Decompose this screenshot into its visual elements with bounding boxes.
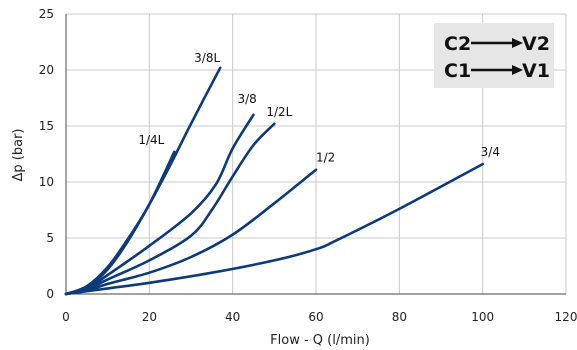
series-label-3-4: 3/4: [481, 145, 500, 159]
x-axis-title: Flow - Q (l/min): [270, 333, 370, 348]
y-tick-label: 0: [46, 287, 54, 301]
legend-row2-to: V1: [522, 60, 550, 82]
series-line-1-2l: [64, 122, 276, 296]
x-tick-label: 20: [142, 310, 157, 324]
series-line-3-4: [64, 162, 484, 296]
x-tick-label: 60: [308, 310, 323, 324]
legend-box: C2 V2 C1 V1: [434, 23, 554, 88]
legend-row1-arrow-icon: [512, 38, 523, 48]
x-tick-label: 0: [62, 310, 70, 324]
legend-row2-arrow-icon: [512, 65, 523, 75]
y-tick-label: 20: [39, 63, 54, 77]
legend-row1-to: V2: [522, 33, 550, 55]
x-tick-label: 80: [392, 310, 407, 324]
series-line-3-8l: [64, 66, 222, 296]
series-labels: 1/4L 3/8L 3/8 1/2L 1/2 3/4: [138, 51, 500, 165]
series-label-3-8: 3/8: [238, 92, 257, 106]
y-tick-label: 10: [39, 175, 54, 189]
series-label-1-2l: 1/2L: [266, 105, 292, 119]
y-tick-label: 15: [39, 119, 54, 133]
tick-labels: 0 20 40 60 80 100 120 0 5 10 15 20 25: [39, 7, 577, 324]
x-tick-label: 100: [471, 310, 494, 324]
y-tick-label: 5: [46, 231, 54, 245]
series-label-1-2: 1/2: [316, 151, 335, 165]
series-label-3-8l: 3/8L: [194, 51, 220, 65]
legend-background: [434, 23, 554, 88]
series-label-1-4l: 1/4L: [138, 133, 164, 147]
x-tick-label: 40: [225, 310, 240, 324]
series-curves: [64, 66, 484, 296]
legend-row1-from: C2: [444, 33, 471, 55]
legend-row2-from: C1: [444, 60, 471, 82]
axes: [65, 14, 566, 295]
y-tick-label: 25: [39, 7, 54, 21]
x-tick-label: 120: [555, 310, 577, 324]
y-axis-title: Δp (bar): [11, 129, 26, 182]
